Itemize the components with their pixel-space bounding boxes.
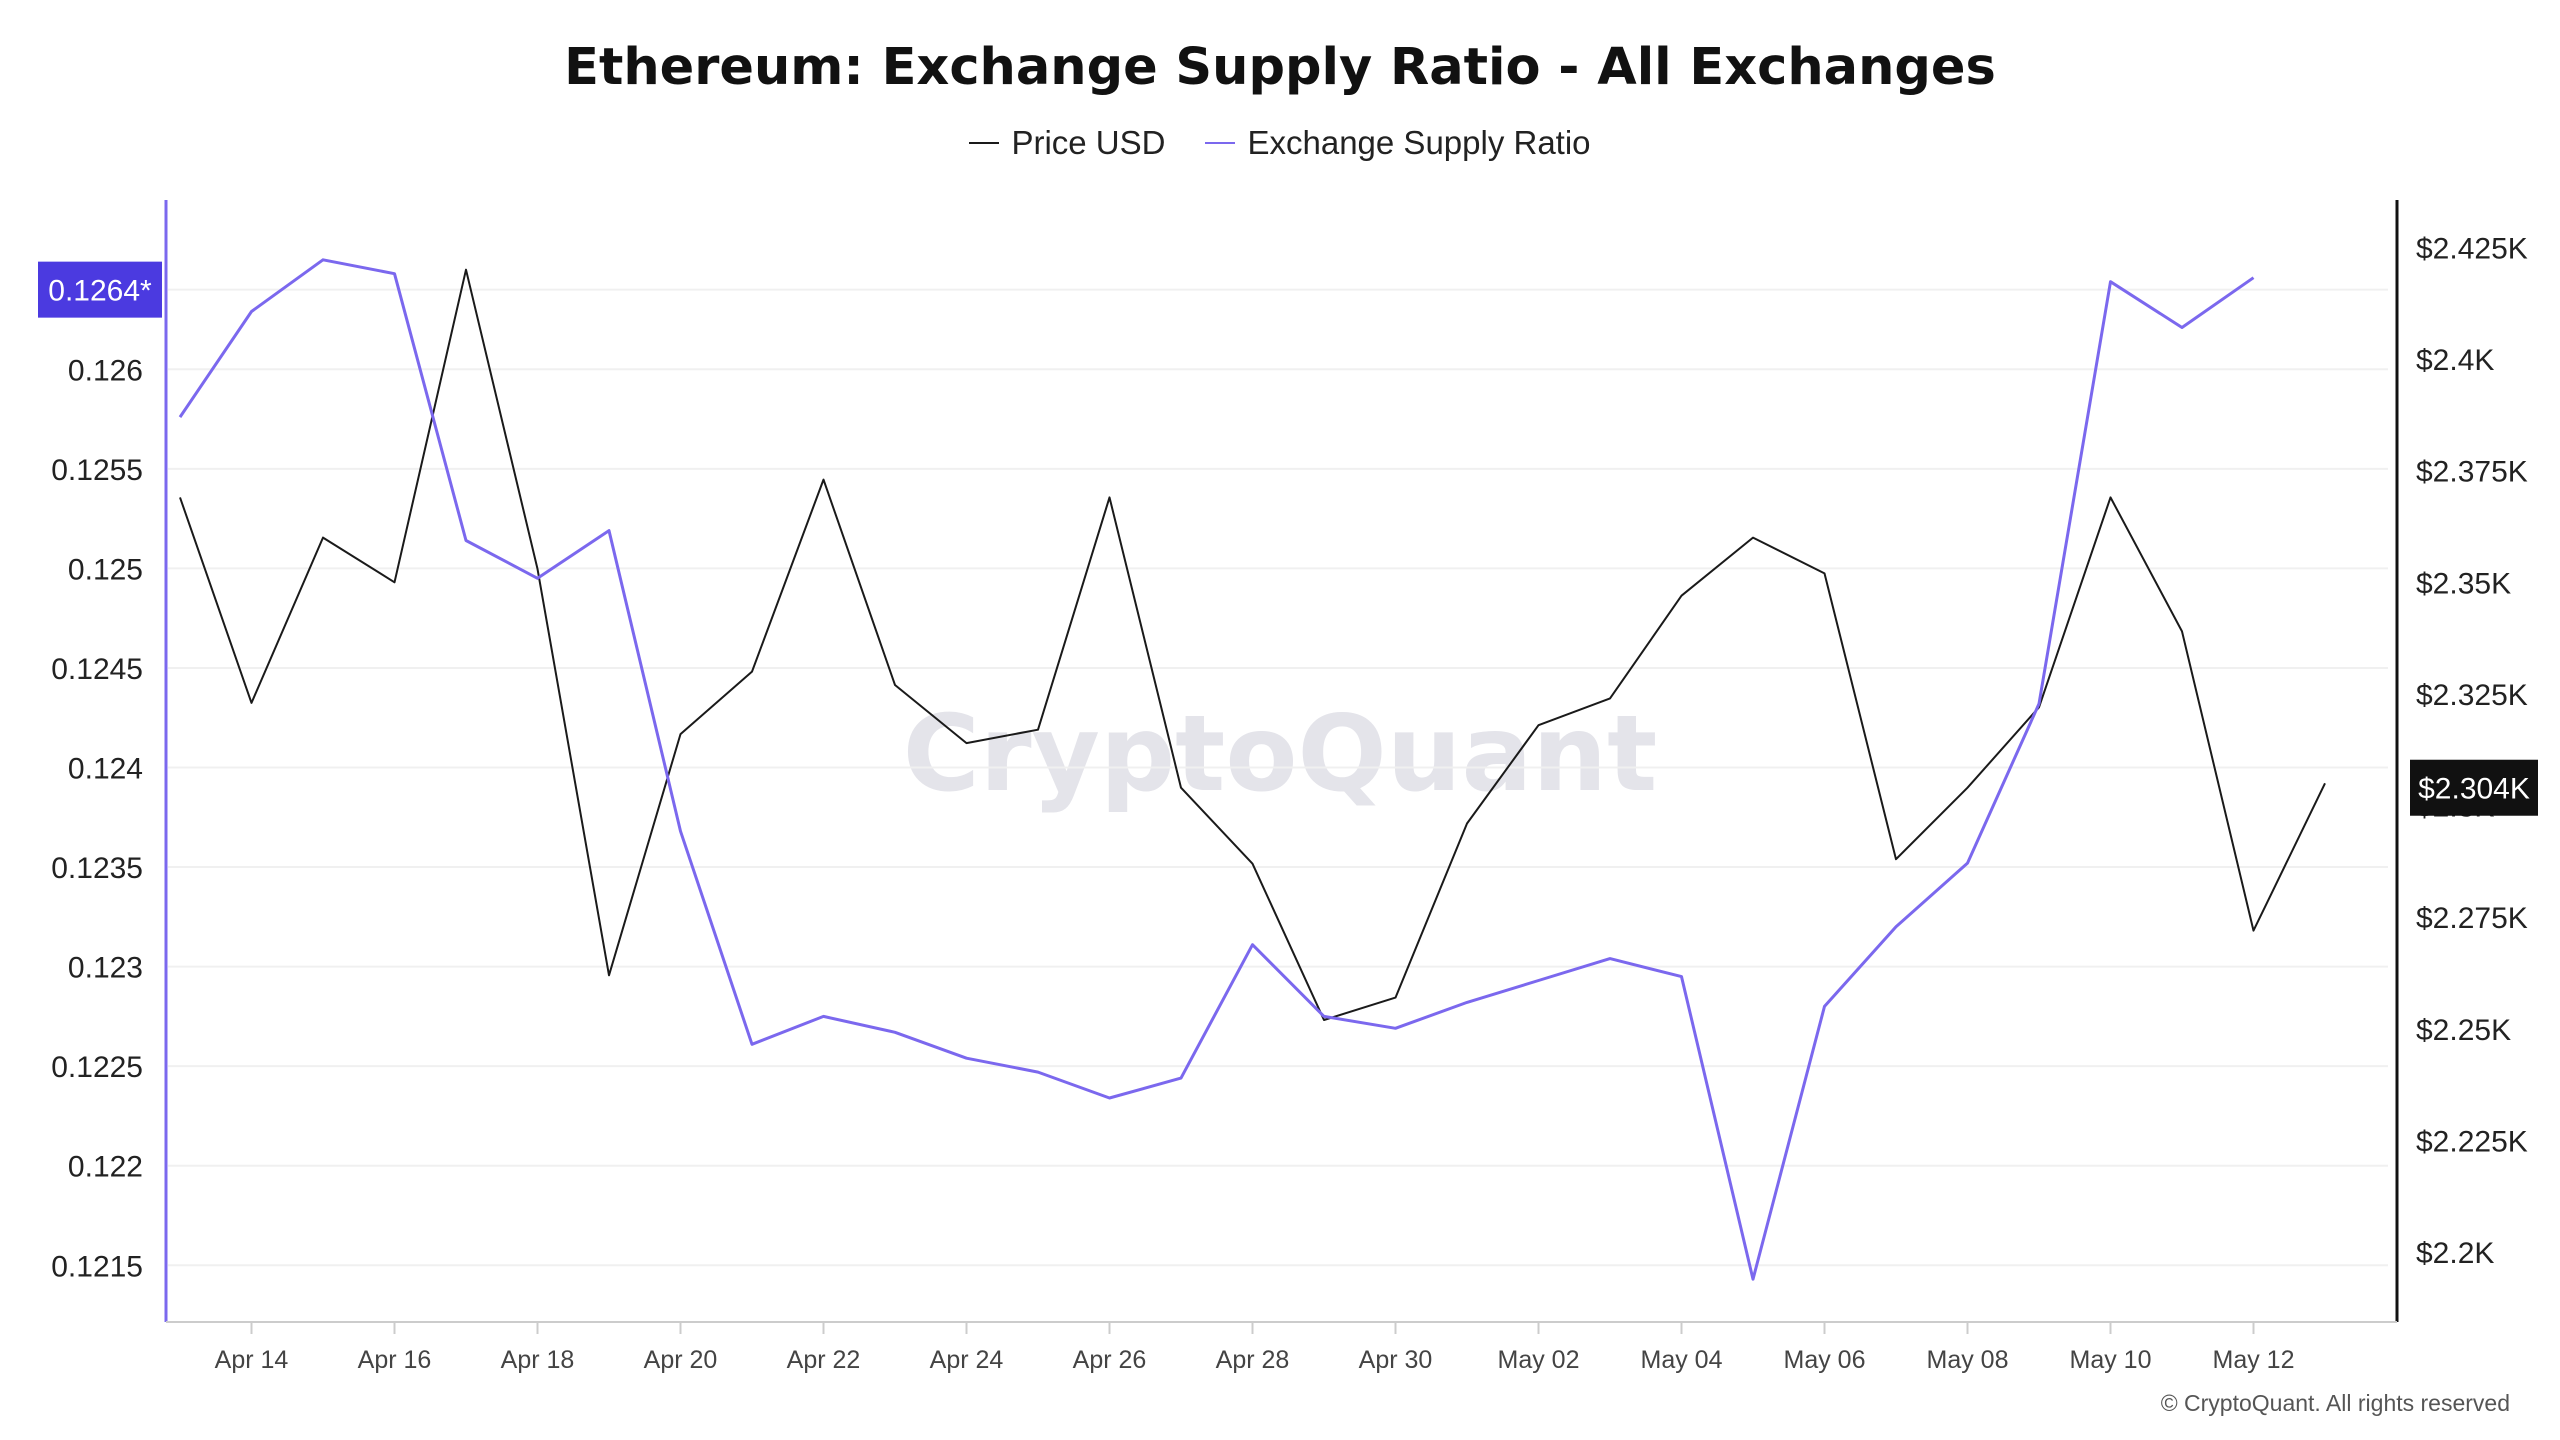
legend-label-supply-ratio: Exchange Supply Ratio bbox=[1247, 124, 1591, 161]
legend-item-supply-ratio[interactable]: Exchange Supply Ratio bbox=[1205, 124, 1591, 162]
legend-swatch-price bbox=[969, 142, 1000, 144]
y-left-tick-label: 0.123 bbox=[68, 952, 143, 985]
y-right-tick-label: $2.35K bbox=[2416, 567, 2511, 600]
series-line-price-usd bbox=[179, 268, 2326, 1021]
y-left-tick-label: 0.125 bbox=[68, 553, 143, 586]
y-left-tick-label: 0.1225 bbox=[51, 1051, 143, 1084]
x-tick-label: May 06 bbox=[1784, 1346, 1866, 1374]
x-tick-label: May 12 bbox=[2213, 1346, 2295, 1374]
right-value-marker bbox=[2410, 759, 2538, 816]
y-right-tick-label: $2.25K bbox=[2416, 1014, 2511, 1047]
x-tick-label: Apr 30 bbox=[1359, 1346, 1433, 1374]
y-left-tick-label: 0.122 bbox=[68, 1151, 143, 1184]
x-tick-label: Apr 20 bbox=[644, 1346, 718, 1374]
y-left-tick-label: 0.1255 bbox=[51, 454, 143, 487]
x-tick-label: May 02 bbox=[1498, 1346, 1580, 1374]
y-right-tick-label: $2.4K bbox=[2416, 344, 2494, 377]
x-tick-label: May 08 bbox=[1927, 1346, 2009, 1374]
x-tick-label: Apr 16 bbox=[358, 1346, 432, 1374]
y-right-tick-label: $2.425K bbox=[2416, 232, 2528, 265]
y-right-tick-label: $2.2K bbox=[2416, 1237, 2494, 1270]
left-value-marker-label: 0.1264* bbox=[48, 275, 152, 308]
legend: Price USD Exchange Supply Ratio bbox=[0, 124, 2560, 162]
left-value-marker bbox=[38, 261, 162, 318]
x-tick-label: Apr 14 bbox=[215, 1346, 289, 1374]
copyright-notice: © CryptoQuant. All rights reserved bbox=[2160, 1390, 2510, 1416]
x-tick-label: Apr 26 bbox=[1073, 1346, 1147, 1374]
x-tick-label: Apr 22 bbox=[787, 1346, 861, 1374]
y-left-tick-label: 0.124 bbox=[68, 753, 143, 786]
y-left-tick-label: 0.126 bbox=[68, 354, 143, 387]
x-tick-label: Apr 18 bbox=[501, 1346, 575, 1374]
y-right-tick-label: $2.375K bbox=[2416, 456, 2528, 489]
watermark: CryptoQuant bbox=[903, 693, 1658, 815]
series-line-exchange-supply-ratio bbox=[178, 258, 2255, 1281]
legend-label-price: Price USD bbox=[1011, 124, 1166, 161]
y-left-tick-label: 0.1235 bbox=[51, 852, 143, 885]
legend-item-price[interactable]: Price USD bbox=[969, 124, 1165, 162]
y-right-tick-label: $2.275K bbox=[2416, 902, 2528, 935]
chart-title: Ethereum: Exchange Supply Ratio - All Ex… bbox=[564, 38, 1996, 97]
y-left-tick-label: 0.1215 bbox=[51, 1250, 143, 1283]
y-right-tick-label: $2.325K bbox=[2416, 679, 2528, 712]
x-tick-label: Apr 28 bbox=[1216, 1346, 1290, 1374]
right-value-marker-label: $2.304K bbox=[2418, 773, 2530, 806]
x-tick-label: Apr 24 bbox=[930, 1346, 1004, 1374]
y-right-tick-label: $2.225K bbox=[2416, 1126, 2528, 1159]
x-tick-label: May 04 bbox=[1641, 1346, 1723, 1374]
y-left-tick-label: 0.1245 bbox=[51, 653, 143, 686]
legend-swatch-supply-ratio bbox=[1205, 142, 1236, 144]
x-tick-label: May 10 bbox=[2070, 1346, 2152, 1374]
